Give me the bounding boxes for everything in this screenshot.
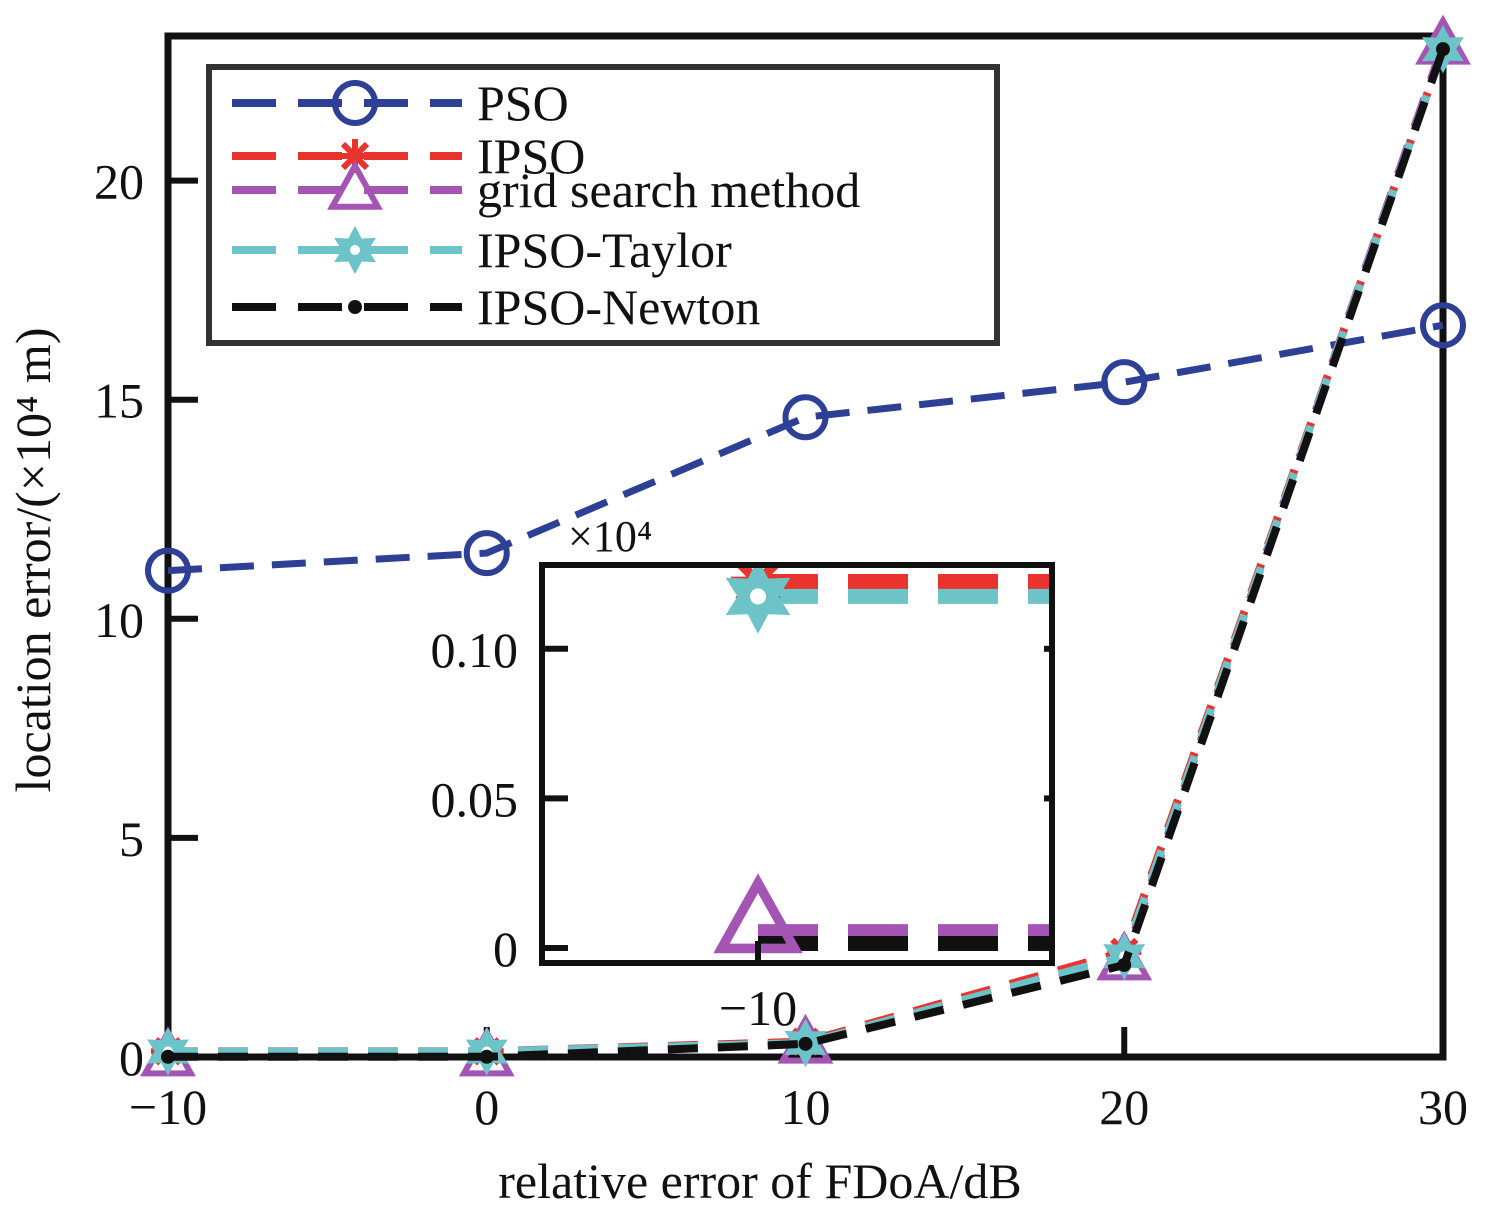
y-axis-label: location error/(×10⁴ m) [5,328,61,793]
y-tick-label-2: 10 [94,592,144,648]
x-tick-label-1: 0 [474,1079,499,1135]
y-tick-label-3: 15 [94,373,144,429]
series-0-point-1 [463,530,510,577]
y-tick-label-4: 20 [94,154,144,210]
series-0 [145,302,1466,594]
series-line-4 [168,47,1447,1061]
series-0-point-3 [1101,359,1148,406]
series-4-point-0 [161,1049,175,1064]
inset-y-tick-label-0: 0 [493,921,518,977]
series-4-point-3 [1117,957,1132,972]
inset-plot: 0 0.05 0.10 −10 [431,562,1055,1036]
x-tick-label-4: 30 [1418,1079,1468,1135]
legend-label-2: grid search method [477,162,860,218]
legend-marker-4 [348,300,362,314]
inset-background [542,565,1052,963]
x-axis-label: relative error of FDoA/dB [498,1153,1021,1209]
x-tick-label-2: 10 [781,1079,831,1135]
legend-marker-1 [338,139,372,173]
legend-marker-2 [327,159,383,210]
inset-x-tick-label-0: −10 [719,980,797,1036]
series-line-3 [168,47,1447,1056]
y-tick-label-1: 5 [119,811,144,867]
series-0-point-2 [782,394,829,441]
series-4 [161,42,1450,1064]
y-tick-label-0: 0 [119,1030,144,1086]
legend-label-0: PSO [477,75,569,131]
x-tick-label-3: 20 [1099,1079,1149,1135]
legend-marker-3-center [350,245,360,255]
series-0-point-0 [145,547,191,594]
series-4-point-2 [798,1036,813,1051]
legend-label-1: IPSO [477,128,585,184]
inset-marker-2-center [750,588,766,605]
series-4-point-1 [479,1049,494,1064]
legend-label-4: IPSO-Newton [477,279,760,335]
series-line-0 [167,321,1444,575]
legend-marker-0 [332,80,378,126]
series-0-point-4 [1420,302,1466,349]
series-4-point-4 [1436,42,1450,57]
inset-multiplier-label: ×10⁴ [568,512,652,561]
inset-y-tick-label-1: 0.05 [431,771,519,827]
inset-frame [539,562,1055,966]
inset-y-tick-label-2: 0.10 [431,622,519,678]
x-tick-label-0: −10 [129,1079,207,1135]
legend-label-3: IPSO-Taylor [477,222,732,278]
